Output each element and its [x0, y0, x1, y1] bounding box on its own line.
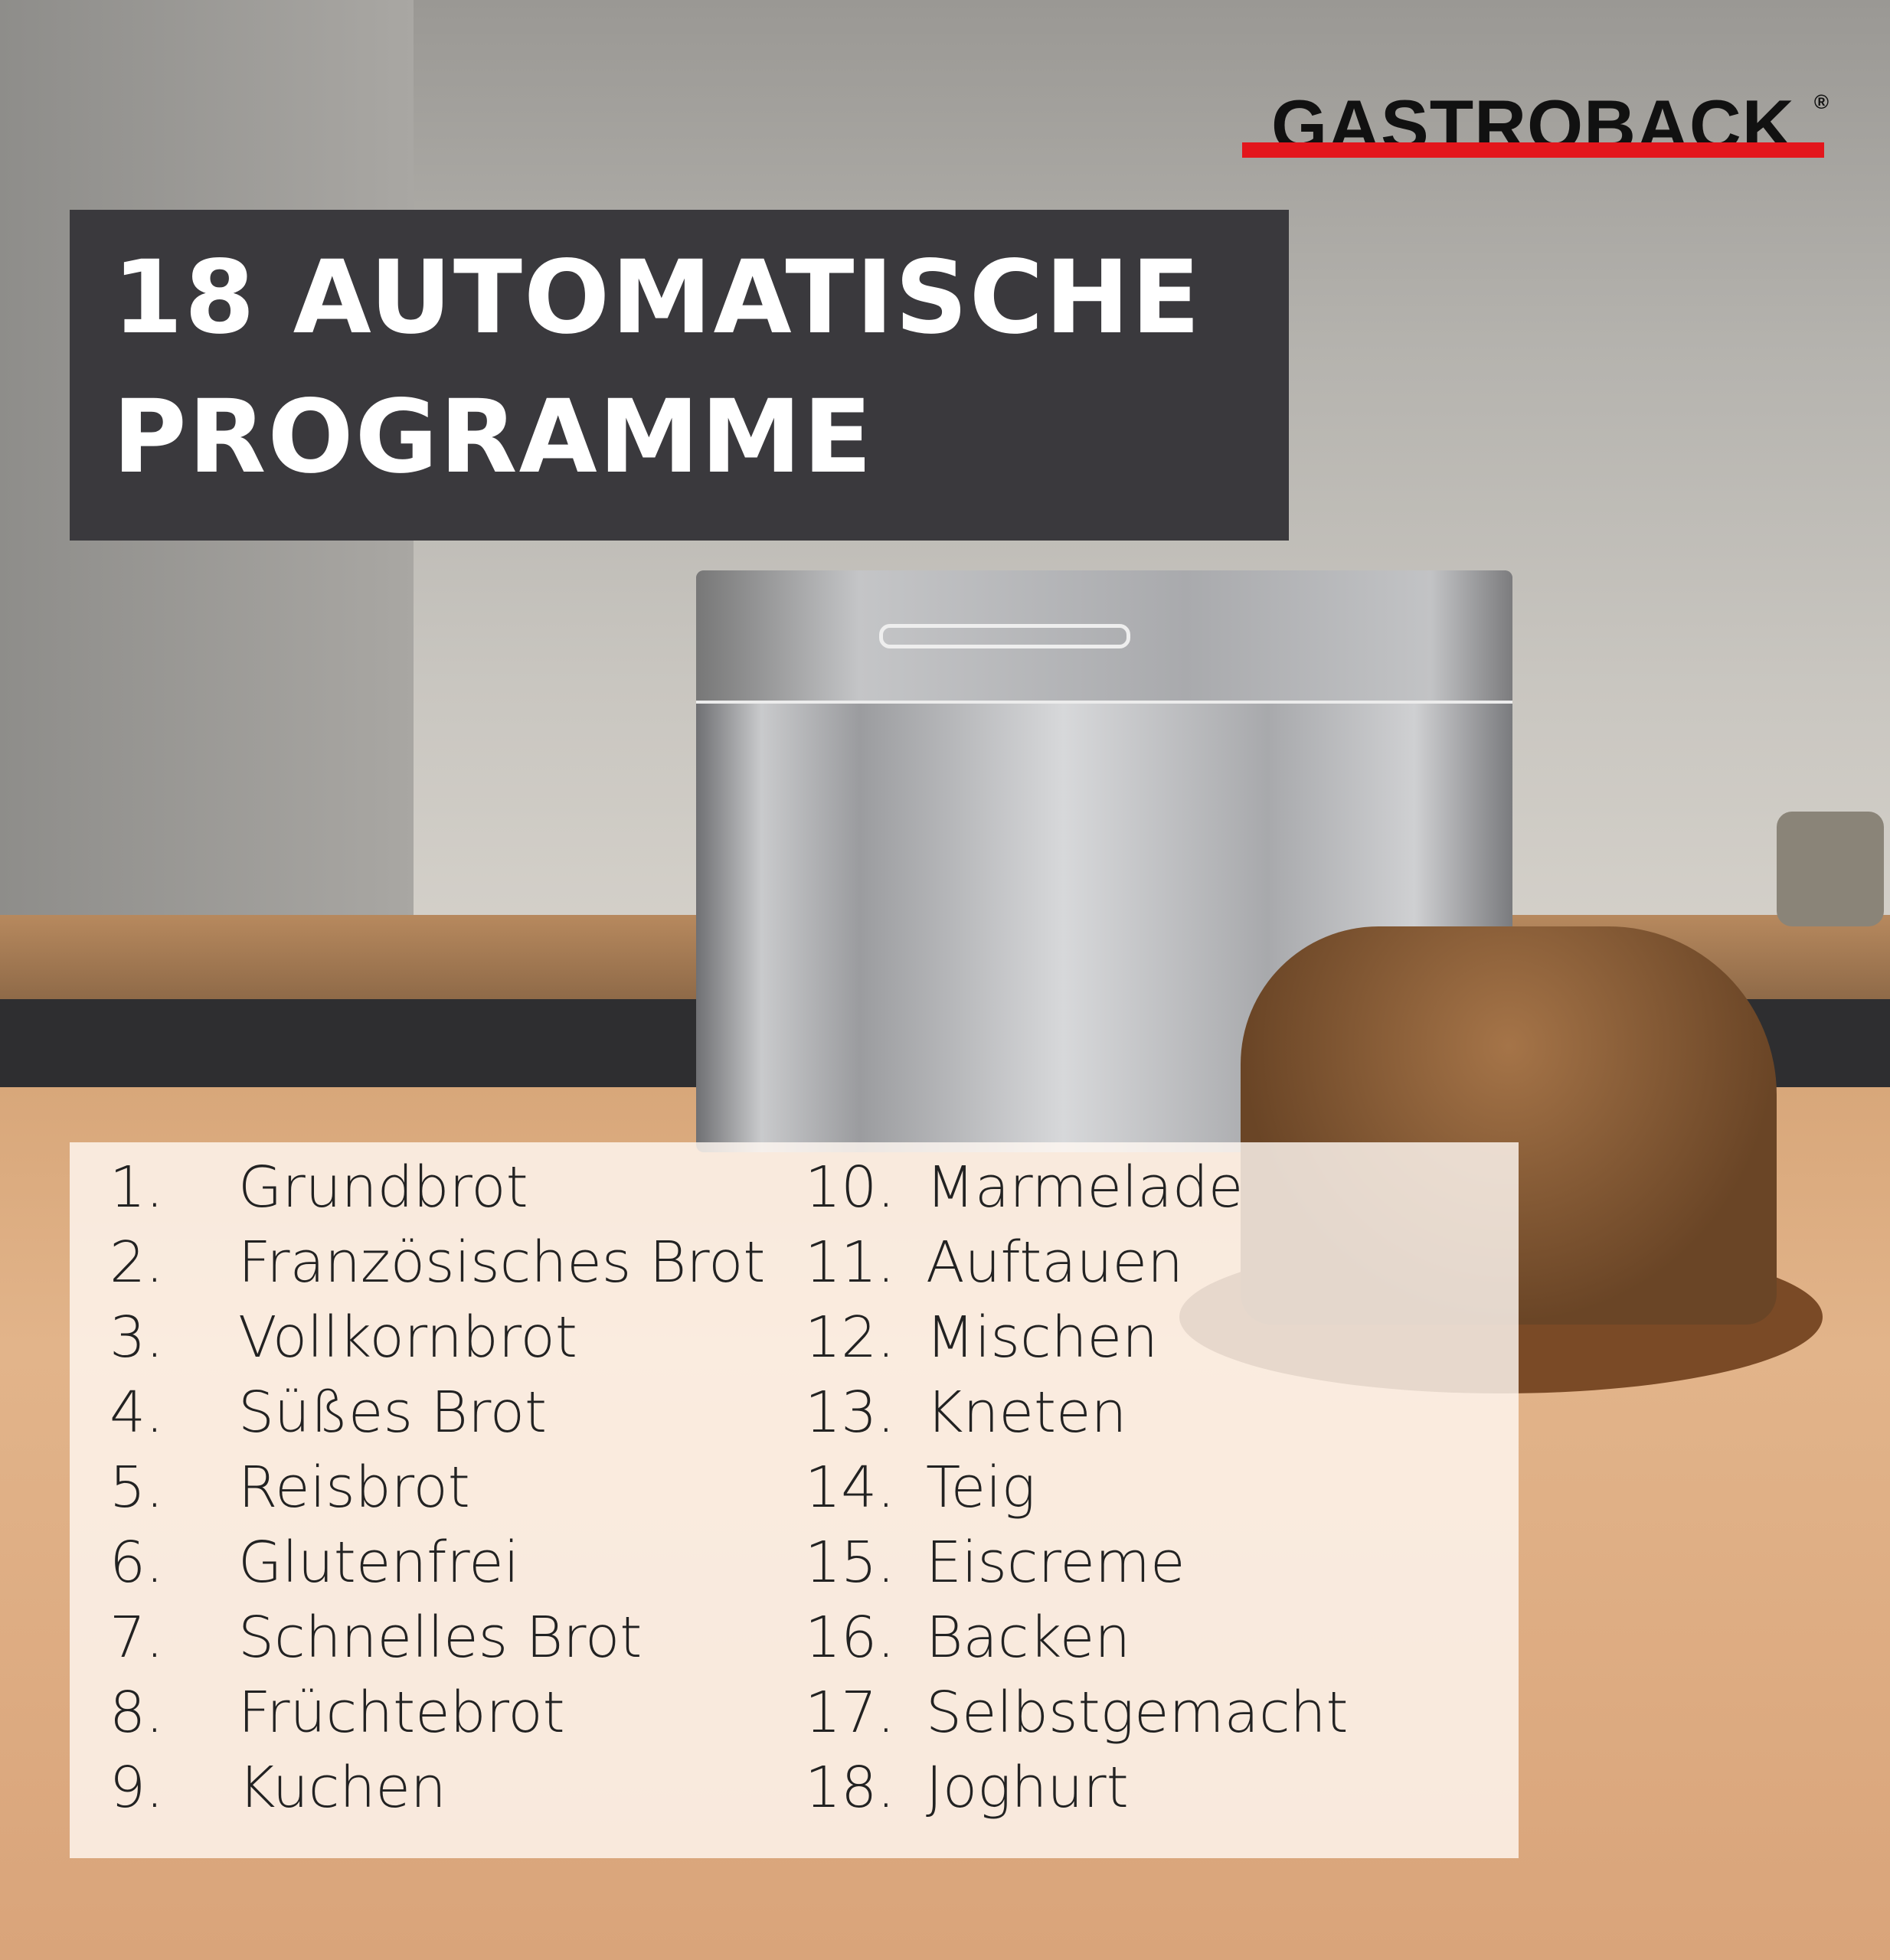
program-name: Backen	[926, 1605, 1131, 1671]
program-number: 1.	[110, 1155, 164, 1220]
headline-line-2: PROGRAMME	[113, 378, 874, 496]
gastroback-logo: GASTROBACK ®	[1242, 84, 1829, 165]
program-name: Reisbrot	[238, 1455, 470, 1521]
program-name: Selbstgemacht	[926, 1680, 1349, 1746]
program-item: 12. Mischen	[805, 1305, 1158, 1370]
program-name: Kneten	[926, 1380, 1127, 1446]
program-number: 4.	[110, 1380, 164, 1446]
program-list: 1. Grundbrot 2. Französisches Brot 3. Vollkor…	[70, 1142, 1519, 1858]
program-name: Auftauen	[926, 1230, 1183, 1295]
program-number: 3.	[110, 1305, 164, 1370]
program-name: Mischen	[926, 1305, 1158, 1370]
program-item: 15. Eiscreme	[805, 1530, 1185, 1596]
program-number: 5.	[110, 1455, 164, 1521]
lid-handle	[879, 624, 1130, 648]
program-name: Grundbrot	[238, 1155, 528, 1220]
program-number: 7.	[110, 1605, 164, 1671]
program-number: 15.	[805, 1530, 895, 1596]
program-name: Süßes Brot	[238, 1380, 548, 1446]
program-name: Joghurt	[926, 1755, 1129, 1821]
program-item: 4. Süßes Brot	[110, 1380, 547, 1446]
program-number: 14.	[805, 1455, 895, 1521]
program-number: 12.	[805, 1305, 895, 1370]
program-name: Teig	[926, 1455, 1036, 1521]
program-item: 9. Kuchen	[110, 1755, 446, 1821]
program-name: Früchtebrot	[238, 1680, 565, 1746]
program-name: Glutenfrei	[238, 1530, 520, 1596]
program-item: 14. Teig	[805, 1455, 1035, 1521]
program-item: 13. Kneten	[805, 1380, 1126, 1446]
program-item: 2. Französisches Brot	[110, 1230, 765, 1295]
program-name: Schnelles Brot	[238, 1605, 643, 1671]
program-item: 18. Joghurt	[805, 1755, 1129, 1821]
program-item: 1. Grundbrot	[110, 1155, 528, 1220]
bread-maker-lid	[696, 570, 1512, 704]
program-number: 2.	[110, 1230, 164, 1295]
program-item: 5. Reisbrot	[110, 1455, 470, 1521]
program-number: 6.	[110, 1530, 164, 1596]
program-number: 8.	[110, 1680, 164, 1746]
program-item: 16. Backen	[805, 1605, 1130, 1671]
program-name: Eiscreme	[926, 1530, 1185, 1596]
program-item: 11. Auftauen	[805, 1230, 1183, 1295]
logo-red-bar	[1242, 142, 1824, 158]
program-number: 13.	[805, 1380, 895, 1446]
program-number: 9.	[110, 1755, 164, 1821]
program-number: 11.	[805, 1230, 895, 1295]
program-item: 8. Früchtebrot	[110, 1680, 565, 1746]
headline-box: 18 AUTOMATISCHE PROGRAMME	[70, 210, 1289, 541]
program-item: 6. Glutenfrei	[110, 1530, 519, 1596]
program-item: 7. Schnelles Brot	[110, 1605, 642, 1671]
headline-line-1: 18 AUTOMATISCHE	[113, 239, 1202, 357]
program-item: 10. Marmelade	[805, 1155, 1243, 1220]
program-name: Kuchen	[238, 1755, 446, 1821]
program-name: Marmelade	[926, 1155, 1244, 1220]
program-name: Vollkornbrot	[238, 1305, 577, 1370]
program-item: 3. Vollkornbrot	[110, 1305, 577, 1370]
program-number: 10.	[805, 1155, 895, 1220]
program-item: 17. Selbstgemacht	[805, 1680, 1349, 1746]
registered-mark: ®	[1813, 90, 1829, 113]
plant-pot	[1777, 812, 1884, 926]
program-number: 18.	[805, 1755, 895, 1821]
program-number: 17.	[805, 1680, 895, 1746]
program-number: 16.	[805, 1605, 895, 1671]
program-name: Französisches Brot	[238, 1230, 766, 1295]
